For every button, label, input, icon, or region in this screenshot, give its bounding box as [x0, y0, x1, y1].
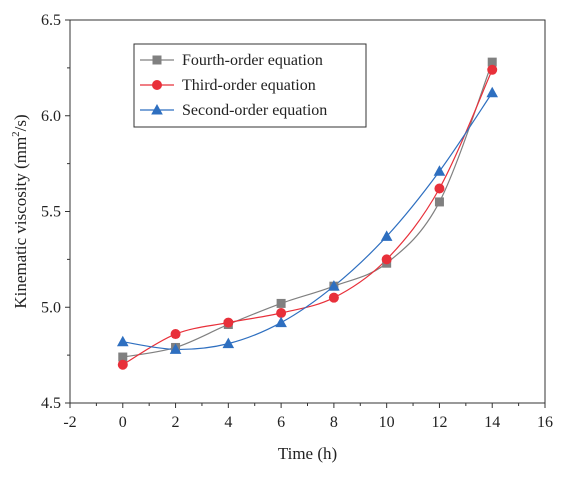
legend-marker-2: [152, 80, 162, 90]
plot-markers: [116, 57, 499, 370]
series-2-point: [170, 329, 181, 340]
x-tick-label: -2: [63, 414, 76, 431]
legend-marker-3: [151, 104, 163, 115]
x-axis-ticks: -2 0 2 4 6 8 10 12 14 16: [63, 403, 553, 431]
x-tick-label: 14: [484, 414, 500, 431]
series-2-point: [487, 64, 498, 75]
series-2-point: [276, 307, 287, 318]
legend-marker-1: [152, 55, 162, 65]
series-3-point: [328, 280, 340, 291]
y-axis-title-superscript: 2: [10, 131, 22, 137]
y-axis-ticks: 4.5 5.0 5.5 6.0 6.5: [41, 12, 70, 412]
y-axis-title-end: /s): [11, 114, 30, 131]
x-tick-label: 12: [431, 414, 447, 431]
series-2-point: [381, 254, 392, 265]
x-tick-label: 16: [537, 414, 553, 431]
y-tick-label: 4.5: [41, 395, 61, 412]
y-tick-label: 5.0: [41, 299, 61, 316]
y-tick-label: 6.5: [41, 12, 61, 29]
legend-label-3: Second-order equation: [182, 102, 327, 119]
series-1-point: [487, 57, 497, 67]
legend-label-2: Third-order equation: [182, 77, 316, 94]
series-2-point: [328, 292, 339, 303]
y-axis-title: Kinematic viscosity (mm2/s): [10, 114, 30, 308]
series-3-point: [116, 335, 129, 347]
series-3-point: [380, 230, 393, 241]
y-tick-label: 5.5: [41, 204, 61, 221]
x-axis-title: Time (h): [278, 444, 337, 463]
x-tick-label: 2: [172, 414, 180, 431]
x-tick-label: 4: [224, 414, 232, 431]
x-tick-label: 8: [330, 414, 338, 431]
y-axis-title-main: Kinematic viscosity (mm: [11, 137, 30, 309]
series-2-point: [117, 359, 128, 370]
series-1-point: [118, 352, 128, 362]
legend: Fourth-order equation Third-order equatio…: [133, 43, 367, 128]
series-1-point: [276, 298, 286, 308]
series-3-point: [222, 337, 235, 349]
series-2-point: [223, 317, 234, 328]
series-2-point: [434, 183, 445, 194]
y-tick-label: 6.0: [41, 108, 61, 125]
series-3-point: [275, 316, 287, 328]
x-tick-label: 0: [119, 414, 127, 431]
legend-label-1: Fourth-order equation: [182, 52, 323, 69]
series-3-point: [433, 165, 446, 176]
series-3-point: [486, 86, 499, 98]
x-tick-label: 10: [379, 414, 395, 431]
series-3-point: [169, 343, 182, 354]
series-3-line: [122, 92, 493, 351]
series-1-point: [434, 197, 444, 207]
x-tick-label: 6: [277, 414, 285, 431]
